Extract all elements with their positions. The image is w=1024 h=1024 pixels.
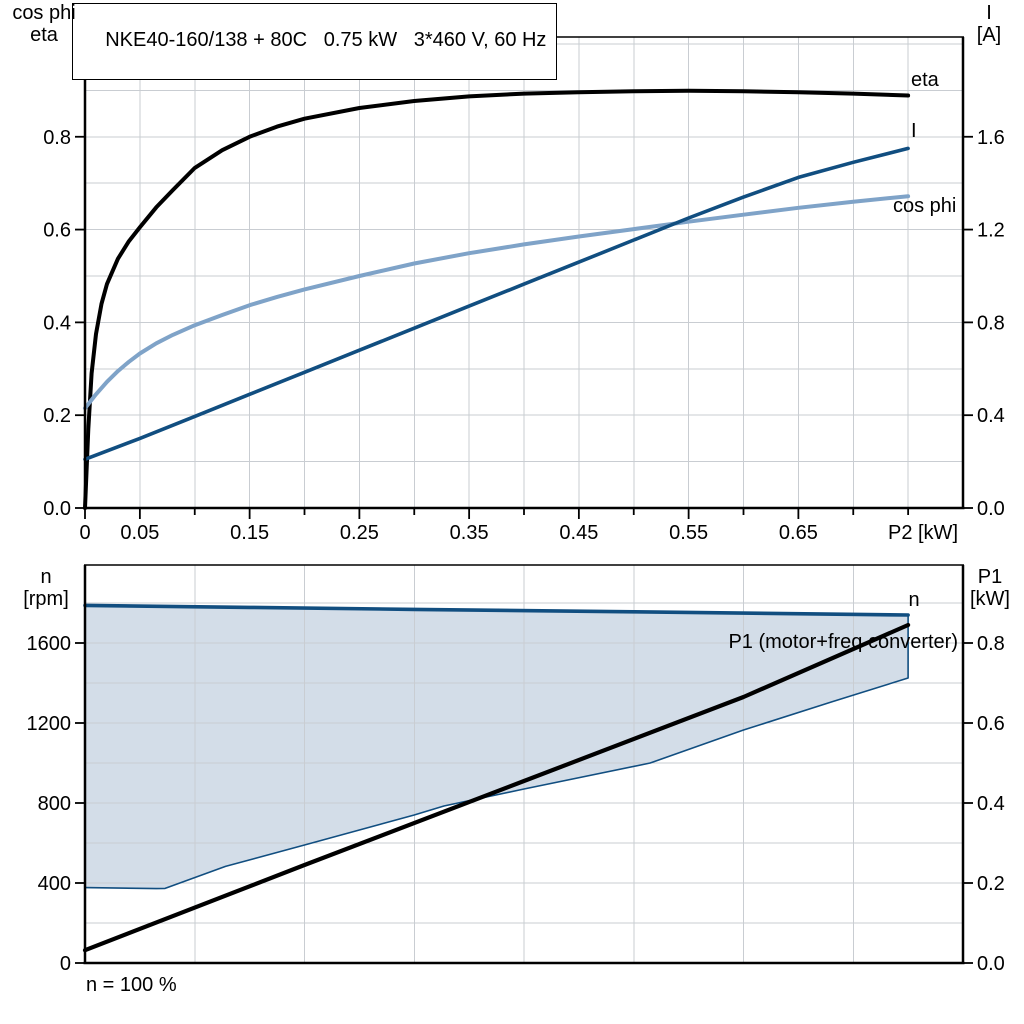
chart-title-box: NKE40-160/138 + 80C 0.75 kW 3*460 V, 60 …: [72, 3, 558, 80]
y-left-tick-label: 400: [38, 873, 71, 895]
speed-range-boundary: [84, 614, 909, 890]
x-tick-label: 0: [79, 522, 90, 544]
x-tick-label: 0.45: [559, 522, 598, 544]
gridlines: [85, 37, 963, 508]
x-tick-label: 0.15: [230, 522, 269, 544]
chart-title: NKE40-160/138 + 80C 0.75 kW 3*460 V, 60 …: [105, 29, 547, 51]
x-axis-label: P2 [kW]: [888, 522, 958, 544]
y-left-tick-label: 0.0: [43, 498, 71, 520]
y-right-tick-label: 0.0: [977, 498, 1005, 520]
y-left-tick-label: 0.2: [43, 405, 71, 427]
axis-ticks: 0 400 800 1200 1600 0.0 0.2 0.4 0.6 0.8: [27, 633, 1005, 975]
x-tick-label: 0.55: [669, 522, 708, 544]
y-right-tick-label: 0.8: [977, 633, 1005, 655]
p1-curve: [82, 622, 911, 953]
speed-power-chart: 0 400 800 1200 1600 0.0 0.2 0.4 0.6 0.8 n P1 (motor…: [27, 564, 1005, 975]
x-tick-label: 0.65: [779, 522, 818, 544]
gridlines: [85, 565, 963, 963]
y-right-tick-label: 0.0: [977, 953, 1005, 975]
motor-performance-chart: 0 0.05 0.15 0.25 0.35 0.45 0.55 0.65 0.0 0.2 0.4 0.…: [43, 36, 1005, 544]
x-tick-label: 0.25: [340, 522, 379, 544]
eta-label: eta: [911, 69, 940, 91]
y-right-tick-label: 0.8: [977, 312, 1005, 334]
y-right-tick-label: 1.2: [977, 220, 1005, 242]
cos-phi-label: cos phi: [893, 195, 956, 217]
speed-operating-range: [85, 605, 909, 889]
cos-phi-curve: [83, 194, 911, 411]
current-curve: [83, 146, 910, 462]
speed-footnote: n = 100 %: [86, 974, 177, 996]
current-label: I: [911, 120, 917, 142]
axis-title-speed: n [rpm]: [23, 566, 69, 610]
y-left-tick-label: 0: [60, 953, 71, 975]
y-right-tick-label: 0.2: [977, 873, 1005, 895]
eta-curve: [83, 88, 911, 510]
x-tick-label: 0.05: [120, 522, 159, 544]
y-right-tick-label: 1.6: [977, 127, 1005, 149]
y-right-tick-label: 0.6: [977, 713, 1005, 735]
y-left-tick-label: 1200: [27, 713, 72, 735]
y-left-tick-label: 0.8: [43, 127, 71, 149]
n-label: n: [908, 589, 919, 611]
axis-title-current: I [A]: [976, 2, 1002, 46]
y-left-tick-label: 0.6: [43, 220, 71, 242]
axis-title-p1: P1 [kW]: [970, 566, 1010, 610]
plot-border: [83, 564, 965, 965]
x-tick-label: 0.35: [450, 522, 489, 544]
axis-ticks: 0 0.05 0.15 0.25 0.35 0.45 0.55 0.65 0.0 0.2 0.4 0.…: [43, 127, 1005, 544]
y-left-tick-label: 0.4: [43, 312, 71, 334]
y-right-tick-label: 0.4: [977, 793, 1005, 815]
y-left-tick-label: 800: [38, 793, 71, 815]
p1-label: P1 (motor+freq converter): [728, 631, 958, 653]
y-left-tick-label: 1600: [27, 633, 72, 655]
y-right-tick-label: 0.4: [977, 405, 1005, 427]
speed-upper-curve: [83, 603, 910, 617]
axis-title-cosphi-eta: cos phi eta: [12, 2, 76, 46]
